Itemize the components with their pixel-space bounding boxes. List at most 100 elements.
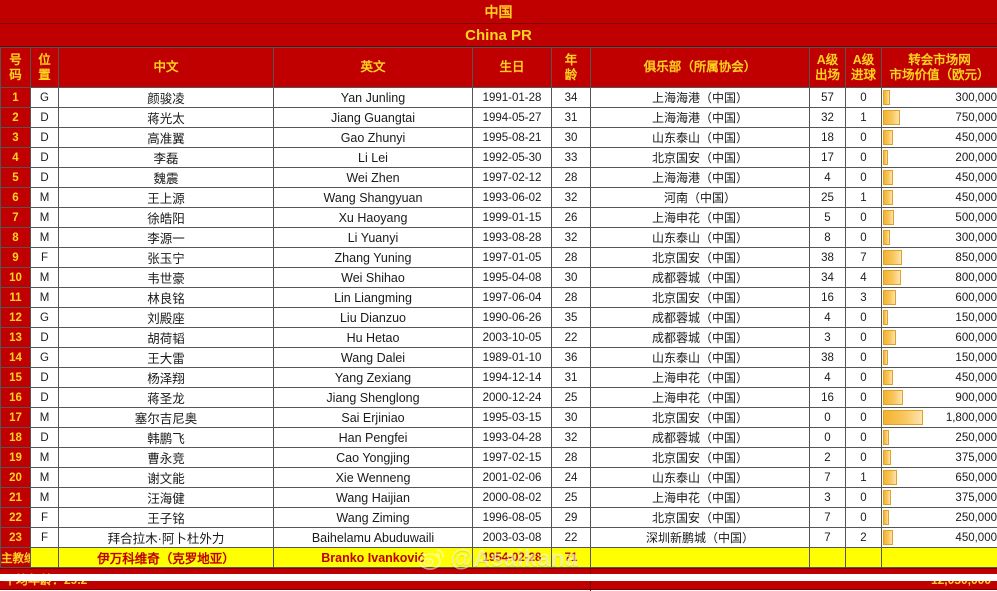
cell-shirt-number: 13 [1,328,31,348]
cell-market-value: 300,000 [882,88,997,108]
coach-row[interactable]: 主教练伊万科维奇（克罗地亚）Branko Ivanković1954-02-28… [1,548,997,568]
cell-shirt-number: 19 [1,448,31,468]
cell-age: 32 [552,228,591,248]
cell-club: 上海申花（中国） [591,488,810,508]
cell-goals: 2 [846,528,882,548]
market-value-label: 600,000 [955,292,997,304]
market-value-label: 450,000 [955,192,997,204]
market-value-label: 250,000 [955,512,997,524]
market-value-bar [883,150,888,165]
cell-age: 33 [552,148,591,168]
cell-shirt-number: 2 [1,108,31,128]
cell-market-value: 600,000 [882,328,997,348]
column-header-caps[interactable]: A级 出场 [810,48,846,88]
cell-chinese-name: 蒋光太 [59,108,274,128]
cell-birthday: 1993-04-28 [473,428,552,448]
column-header-number[interactable]: 号 码 [1,48,31,88]
cell-goals: 0 [846,428,882,448]
cell-position: F [31,508,59,528]
column-header-goals[interactable]: A级 进球 [846,48,882,88]
cell-position: G [31,348,59,368]
market-value-bar [883,390,903,405]
cell-shirt-number: 12 [1,308,31,328]
cell-age: 26 [552,208,591,228]
cell-chinese-name: 胡荷韬 [59,328,274,348]
cell-goals: 0 [846,308,882,328]
cell-club: 山东泰山（中国） [591,468,810,488]
cell-chinese-name: 塞尔吉尼奥 [59,408,274,428]
cell-english-name: Han Pengfei [274,428,473,448]
cell-position: M [31,468,59,488]
cell-club: 山东泰山（中国） [591,348,810,368]
cell-market-value: 750,000 [882,108,997,128]
column-header-chinese-name[interactable]: 中文 [59,48,274,88]
cell-birthday: 1995-03-15 [473,408,552,428]
cell-caps: 4 [810,308,846,328]
column-header-age[interactable]: 年 龄 [552,48,591,88]
cell-chinese-name: 魏震 [59,168,274,188]
cell-birthday: 1995-04-08 [473,268,552,288]
cell-shirt-number: 8 [1,228,31,248]
cell-birthday: 2001-02-06 [473,468,552,488]
cell-age: 28 [552,288,591,308]
cell-english-name: Li Lei [274,148,473,168]
cell-age: 29 [552,508,591,528]
market-value-label: 900,000 [955,392,997,404]
cell-market-value: 500,000 [882,208,997,228]
column-header-position[interactable]: 位 置 [31,48,59,88]
cell-birthday: 1996-08-05 [473,508,552,528]
cell-caps: 0 [810,408,846,428]
market-value-bar [883,310,888,325]
column-header-english-name[interactable]: 英文 [274,48,473,88]
column-header-club[interactable]: 俱乐部（所属协会） [591,48,810,88]
cell-club: 成都蓉城（中国） [591,328,810,348]
cell-position: G [31,88,59,108]
cell-club: 成都蓉城（中国） [591,428,810,448]
market-value-label: 250,000 [955,432,997,444]
cell-shirt-number: 17 [1,408,31,428]
column-header-birthday[interactable]: 生日 [473,48,552,88]
cell-english-name: Wang Haijian [274,488,473,508]
cell-goals: 0 [846,328,882,348]
market-value-bar [883,470,897,485]
cell-caps: 38 [810,348,846,368]
cell-shirt-number: 10 [1,268,31,288]
cell-caps: 4 [810,368,846,388]
cell-age: 34 [552,88,591,108]
cell-english-name: Cao Yongjing [274,448,473,468]
market-value-label: 150,000 [955,352,997,364]
column-header-market-value[interactable]: 转会市场网 市场价值（欧元） [882,48,997,88]
cell-chinese-name: 韩鹏飞 [59,428,274,448]
cell-coach-birthday: 1954-02-28 [473,548,552,568]
market-value-label: 750,000 [955,112,997,124]
cell-caps: 3 [810,328,846,348]
cell-position: F [31,248,59,268]
cell-shirt-number: 14 [1,348,31,368]
cell-age: 28 [552,168,591,188]
cell-birthday: 2003-03-08 [473,528,552,548]
cell-english-name: Wang Shangyuan [274,188,473,208]
